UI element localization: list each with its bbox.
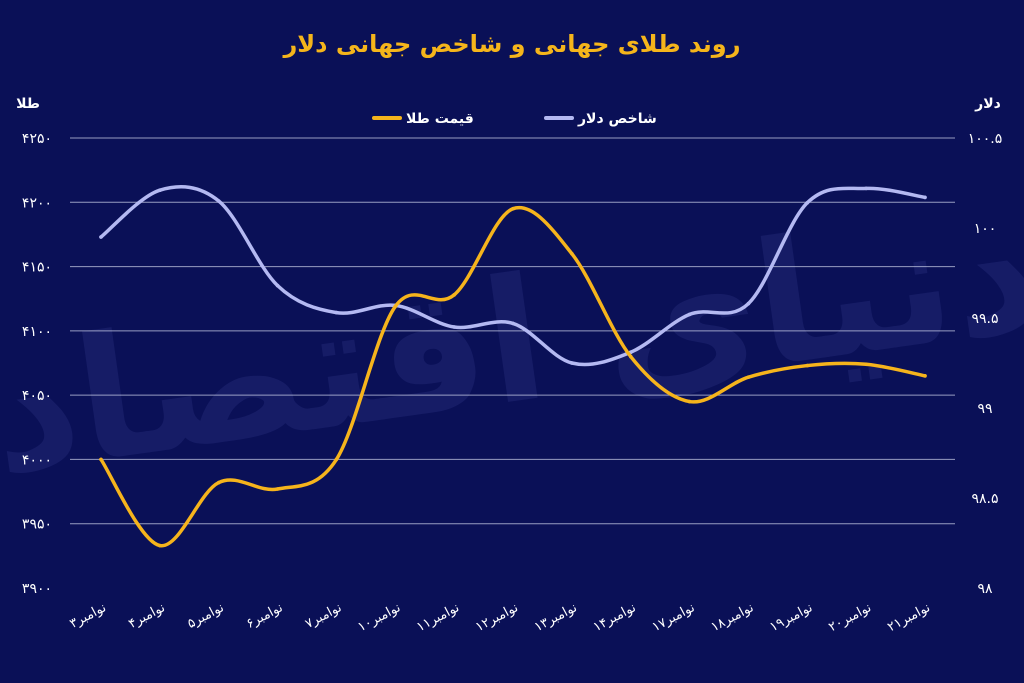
legend: شاخص دلار قیمت طلا (372, 111, 657, 127)
chart-title: روند طلای جهانی و شاخص جهانی دلار (282, 30, 740, 58)
dollar-index-point (746, 301, 751, 306)
gold-price-point (452, 293, 456, 297)
gold-price-point (628, 354, 633, 359)
legend-label-gold: قیمت طلا (406, 111, 474, 127)
left-axis-tick-label: ۴۲۵۰ (22, 131, 52, 147)
dollar-index-point (158, 188, 162, 192)
dollar-index-point (511, 321, 515, 326)
dollar-index-point (805, 201, 810, 205)
x-axis-tick-label: ۷نوامبر (303, 600, 344, 632)
gold-price-point (746, 375, 751, 379)
right-axis-title: دلار (974, 96, 1001, 112)
x-axis-tick-label: ۵نوامبر (185, 600, 226, 632)
x-axis-tick-label: ۱۴نوامبر (591, 600, 639, 635)
x-axis-tick-label: ۲۰نوامبر (826, 600, 874, 635)
gold-price-point (216, 480, 221, 485)
right-axis-tick-label: ۹۸.۵ (971, 491, 998, 507)
gold-price-line (99, 205, 927, 548)
gold-price-point (570, 251, 574, 256)
x-axis-tick-label: ۱۰نوامبر (356, 600, 404, 635)
gold-price-point (805, 363, 810, 368)
gold-price-point (511, 206, 515, 211)
x-axis-tick-label: ۱۷نوامبر (650, 600, 698, 635)
dollar-index-point (864, 186, 868, 191)
x-axis-tick-label: ۱۳نوامبر (532, 600, 580, 635)
left-axis-tick-label: ۴۰۰۰ (22, 452, 52, 468)
x-axis-tick-label: ۱۱نوامبر (414, 600, 462, 635)
gold-price-point (864, 362, 868, 367)
gold-price-point (158, 543, 162, 548)
right-axis-tick-label: ۱۰۰ (974, 221, 997, 237)
right-axis-tick-label: ۹۹.۵ (971, 311, 998, 327)
x-axis-tick-label: ۱۸نوامبر (709, 600, 757, 635)
watermark-logo: دنیای اقتصاد (0, 171, 1024, 514)
x-axis-tick-label: ۳نوامبر (67, 600, 108, 632)
dollar-index-point (334, 310, 339, 315)
x-axis-ticks: ۳نوامبر ۴نوامبر ۵نوامبر ۶نوامبر ۷نوامبر ۱۰نوا… (67, 600, 932, 635)
left-axis-tick-label: ۳۹۰۰ (22, 581, 52, 597)
right-axis-ticks: ۹۸ ۹۸.۵ ۹۹ ۹۹.۵ ۱۰۰ ۱۰۰.۵ (968, 131, 1003, 597)
x-axis-tick-label: ۱۹نوامبر (768, 600, 816, 635)
gold-price-point (687, 399, 692, 404)
x-axis-tick-label: ۶نوامبر (244, 600, 285, 632)
left-axis-tick-label: ۳۹۵۰ (22, 517, 52, 533)
x-axis-tick-label: ۲۱نوامبر (885, 600, 933, 635)
left-axis-tick-label: ۴۱۵۰ (22, 260, 52, 276)
left-axis-tick-label: ۴۱۰۰ (22, 324, 52, 340)
right-axis-tick-label: ۹۸ (977, 581, 993, 597)
gold-price-point (334, 457, 339, 462)
dollar-index-point (275, 283, 280, 288)
dollar-index-point (99, 235, 103, 239)
dollar-index-point (216, 199, 221, 203)
series-layer (99, 185, 927, 548)
x-axis-tick-label: ۱۲نوامبر (473, 600, 521, 635)
legend-label-dollar: شاخص دلار (577, 111, 657, 127)
x-axis-tick-label: ۴نوامبر (126, 600, 167, 632)
dollar-index-point (452, 325, 456, 329)
left-axis-tick-label: ۴۲۰۰ (22, 195, 52, 211)
gold-price-point (393, 304, 398, 309)
dollar-index-point (570, 361, 574, 365)
dollar-index-point (687, 312, 692, 317)
gold-price-point (923, 374, 927, 378)
left-axis-ticks: ۳۹۰۰ ۳۹۵۰ ۴۰۰۰ ۴۰۵۰ ۴۱۰۰ ۴۱۵۰ ۴۲۰۰ ۴۲۵۰ (22, 131, 52, 597)
gold-price-point (99, 457, 103, 462)
right-axis-tick-label: ۱۰۰.۵ (968, 131, 1003, 147)
right-axis-tick-label: ۹۹ (977, 401, 992, 417)
left-axis-tick-label: ۴۰۵۰ (22, 388, 52, 404)
svg-text:دنیای اقتصاد: دنیای اقتصاد (0, 171, 1024, 514)
gold-price-point (275, 487, 280, 491)
dollar-index-point (923, 195, 927, 200)
left-axis-title: طلا (16, 96, 40, 112)
